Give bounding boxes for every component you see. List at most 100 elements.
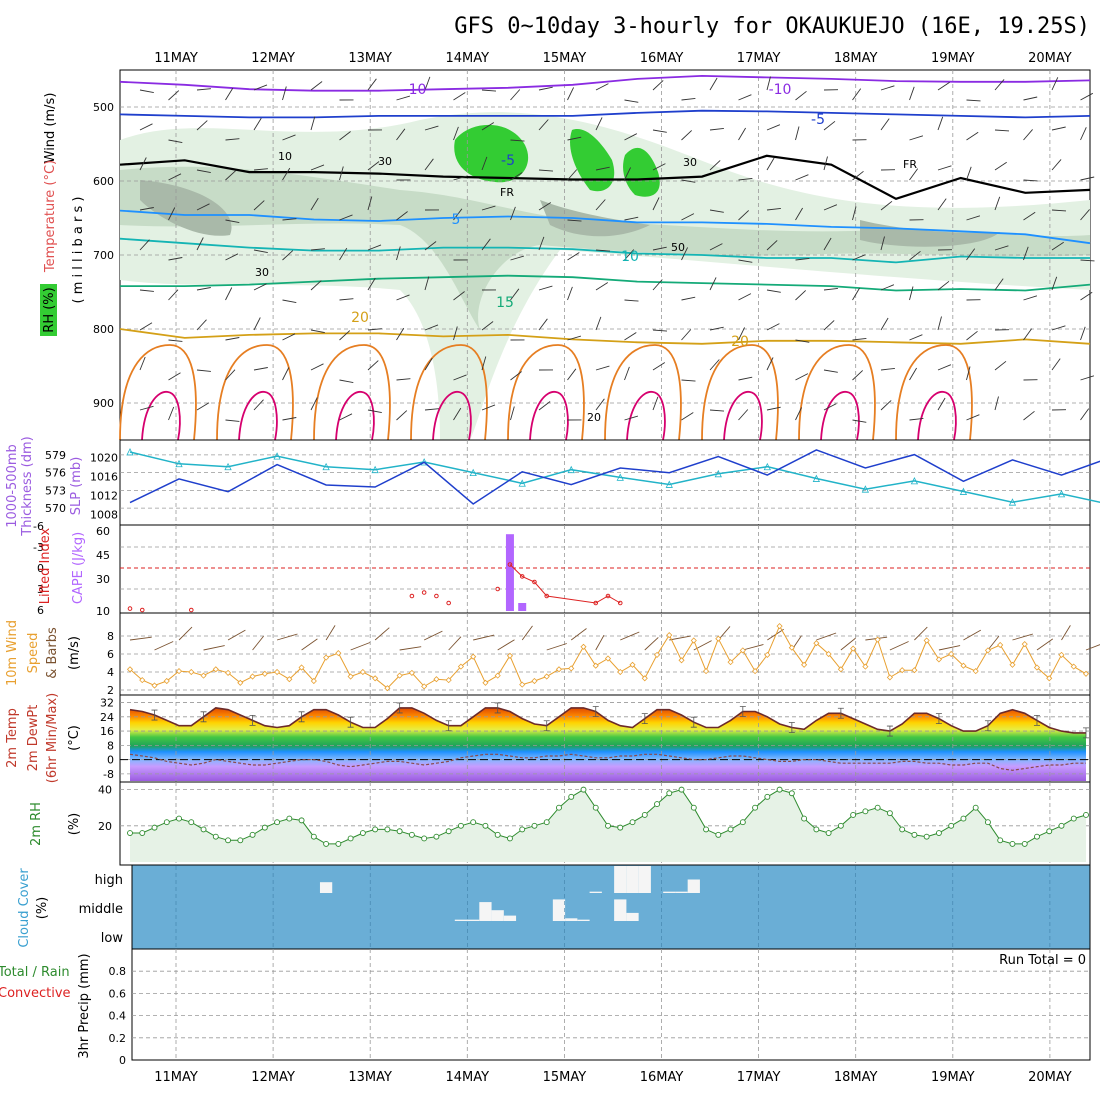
rh-layer-mid	[120, 166, 1090, 330]
temp-2m-label-3: (6hr Min/Max)	[45, 693, 60, 783]
wind-barb-10m	[399, 646, 422, 651]
pressure-tick-label: 600	[93, 175, 114, 188]
wind-speed-point	[372, 675, 379, 682]
wind-barb	[339, 413, 353, 421]
isotherm-30	[626, 391, 666, 441]
wind-barb-10m	[816, 632, 837, 641]
rh-2m-point	[703, 826, 710, 833]
precip-grid	[132, 949, 1090, 1060]
isotherm-FR	[119, 154, 1091, 200]
wind-barb	[852, 370, 864, 381]
wind-barb-10m	[938, 645, 961, 651]
wind-barb	[738, 376, 753, 381]
cloud-cell	[614, 866, 627, 893]
isotherm--5	[119, 109, 1091, 119]
wind-barb	[567, 286, 573, 301]
wind-speed-point	[1009, 661, 1016, 668]
slp-label: SLP (mb)	[69, 457, 84, 516]
rh-2m-point	[641, 812, 648, 818]
wind-barb	[339, 247, 348, 261]
run-total-label: Run Total = 0	[999, 953, 1086, 968]
cloud-cover-panel: high middle low Cloud Cover (%)	[17, 864, 1091, 950]
wind-barb	[823, 156, 828, 171]
temp-2m-line	[129, 707, 1086, 734]
rh-2m-point	[629, 819, 636, 826]
wind-barb	[225, 419, 240, 422]
wind-barb	[196, 88, 211, 91]
li-tick-label: -6	[33, 520, 44, 533]
wind-speed-point	[188, 668, 195, 676]
wind-barb	[139, 123, 153, 131]
wind-speed-point	[543, 673, 550, 680]
isotherm-30	[335, 391, 375, 441]
thickness-tick-label: 573	[45, 484, 66, 497]
rh-2m-point	[690, 804, 697, 811]
cape-tick-label: 60	[96, 525, 110, 538]
date-label-bottom: 12MAY	[251, 1070, 295, 1085]
wind-speed-point	[347, 673, 354, 680]
contour-label: 30	[683, 156, 697, 169]
minmax-bar	[1083, 727, 1089, 739]
cloud-cell	[479, 902, 492, 921]
wind-speed-point	[837, 666, 844, 673]
isotherm-30	[917, 391, 957, 441]
wind-barb	[795, 373, 809, 381]
rh-2m-point	[739, 819, 746, 826]
wind-barb	[652, 279, 663, 291]
wind-barb	[909, 135, 924, 141]
minmax-bar	[347, 716, 354, 728]
wind-speed-point	[335, 650, 342, 657]
wind-barb	[453, 126, 459, 141]
wind-speed-point	[653, 651, 661, 658]
wind-barb	[310, 329, 325, 334]
temp-tick-label: 24	[100, 711, 114, 724]
date-label-top: 19MAY	[931, 51, 975, 66]
wind-speed-point	[727, 659, 734, 666]
wind-barb	[994, 79, 1005, 91]
temp-dewpoint-lines	[129, 702, 1089, 771]
wind-barb	[168, 90, 180, 101]
isotherm-30	[820, 391, 860, 441]
wind-barb-10m	[203, 645, 225, 651]
wind-barb	[367, 328, 382, 331]
wind-barb-10m	[914, 626, 928, 641]
precip-label-3: 3hr Precip (mm)	[77, 953, 92, 1058]
wind-barb	[652, 80, 664, 91]
rh-shading	[120, 112, 1090, 440]
wind-barb	[1080, 291, 1093, 301]
wind-barb	[339, 214, 353, 221]
wind-speed-point	[1046, 675, 1053, 682]
wind-barb	[966, 366, 971, 381]
isotherm--10	[119, 74, 1091, 92]
isotherm-25	[216, 344, 294, 441]
wind-barb	[852, 170, 864, 181]
wind-barb	[310, 81, 323, 91]
wind-barb	[852, 206, 857, 221]
wind-barb-10m	[178, 626, 193, 641]
wind-10m-label-2: Speed	[26, 633, 41, 674]
cloud-cells	[319, 866, 700, 921]
temp-2m-label-4: (°C)	[67, 725, 82, 751]
wind-barb	[282, 299, 297, 304]
cloud-cell	[614, 899, 627, 921]
wind-barb	[652, 329, 668, 332]
li-point	[446, 600, 451, 606]
slp-line	[129, 449, 1100, 505]
rh-2m-point	[298, 817, 305, 824]
wind-barb	[709, 127, 724, 131]
date-label-top: 12MAY	[251, 51, 295, 66]
rh-2m-point	[543, 819, 550, 826]
wind-barb-10m	[423, 630, 443, 641]
wind-barb	[795, 126, 800, 141]
wind-barb-10m	[644, 637, 659, 651]
wind-barb	[994, 161, 1007, 171]
wind-barb	[652, 396, 659, 411]
wind-barb	[909, 250, 921, 261]
rh-2m-point	[151, 824, 158, 831]
wind-barb	[1051, 358, 1061, 371]
wind-barb	[282, 167, 291, 181]
wind-tick-label: 8	[107, 630, 114, 643]
wind-barb	[538, 401, 551, 411]
wind-barb	[253, 117, 262, 131]
wind-speed-point	[776, 623, 783, 630]
